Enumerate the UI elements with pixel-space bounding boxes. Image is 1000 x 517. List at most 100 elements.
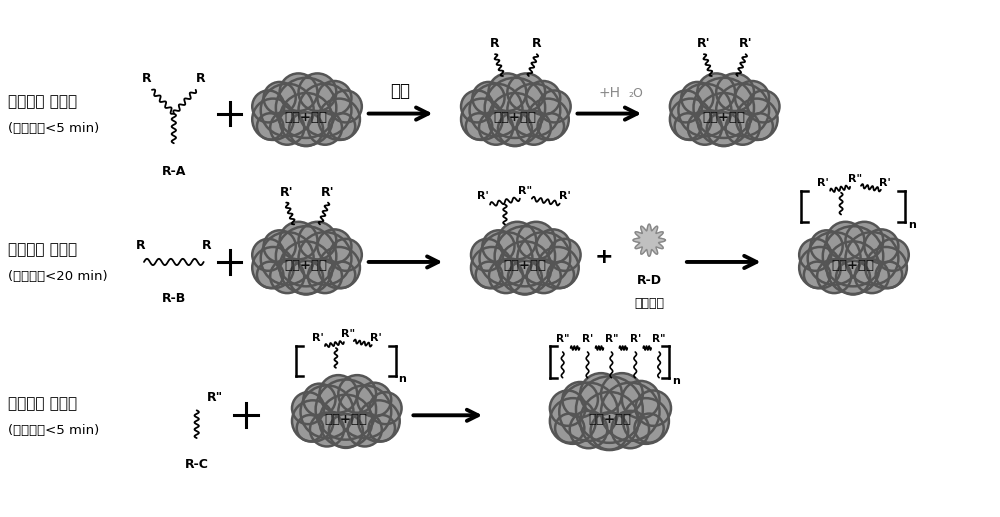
Circle shape: [261, 84, 314, 136]
Circle shape: [865, 247, 907, 288]
Circle shape: [357, 383, 391, 417]
Circle shape: [670, 90, 702, 123]
Circle shape: [318, 247, 360, 288]
Text: 土壤+笹渣: 土壤+笹渣: [285, 111, 328, 124]
Text: 土壤+笹渣: 土壤+笹渣: [588, 413, 631, 426]
Text: R-C: R-C: [185, 458, 209, 471]
Circle shape: [548, 262, 574, 288]
Text: R": R": [518, 186, 532, 195]
Circle shape: [319, 394, 372, 447]
Text: +H: +H: [598, 86, 620, 100]
Circle shape: [799, 239, 831, 271]
Circle shape: [358, 400, 400, 442]
Circle shape: [591, 412, 628, 450]
Text: 第一步： 钉引发: 第一步： 钉引发: [8, 94, 77, 109]
Text: R": R": [848, 174, 862, 184]
Circle shape: [555, 414, 584, 443]
Circle shape: [329, 262, 355, 288]
Circle shape: [507, 73, 545, 111]
Text: +: +: [595, 247, 614, 267]
Circle shape: [601, 373, 643, 415]
Circle shape: [280, 93, 333, 146]
Circle shape: [634, 414, 664, 443]
Circle shape: [479, 111, 513, 145]
Circle shape: [808, 232, 861, 285]
Text: 土壤+笹渣: 土壤+笹渣: [285, 260, 328, 272]
Text: R-B: R-B: [162, 292, 186, 305]
Circle shape: [330, 90, 362, 123]
Circle shape: [338, 375, 376, 413]
Circle shape: [270, 260, 304, 293]
Circle shape: [559, 383, 618, 441]
Circle shape: [276, 226, 336, 286]
Circle shape: [517, 222, 555, 260]
Circle shape: [461, 99, 503, 140]
Circle shape: [799, 247, 841, 288]
Circle shape: [622, 381, 660, 418]
Text: 催化聚合: 催化聚合: [634, 297, 664, 310]
Circle shape: [466, 113, 492, 140]
Circle shape: [264, 230, 296, 262]
Circle shape: [489, 260, 523, 293]
Circle shape: [348, 413, 382, 447]
Circle shape: [876, 262, 902, 288]
Circle shape: [280, 241, 333, 294]
Circle shape: [526, 81, 560, 115]
Circle shape: [252, 247, 294, 288]
Circle shape: [308, 111, 342, 145]
Text: R-A: R-A: [162, 165, 186, 178]
Text: n: n: [399, 374, 406, 384]
Circle shape: [289, 112, 323, 146]
Text: (反应时间<20 min): (反应时间<20 min): [8, 270, 107, 283]
Circle shape: [482, 230, 514, 262]
Circle shape: [707, 112, 741, 146]
Text: R": R": [652, 334, 666, 344]
Circle shape: [811, 230, 843, 262]
Text: ₂O: ₂O: [628, 87, 643, 100]
Circle shape: [537, 247, 579, 288]
Circle shape: [292, 400, 334, 442]
Text: 土壤+笹渣: 土壤+笹渣: [324, 413, 367, 426]
Circle shape: [472, 82, 505, 114]
Circle shape: [746, 113, 773, 140]
Text: R': R': [739, 37, 752, 50]
Text: R: R: [202, 239, 211, 252]
Circle shape: [280, 222, 317, 260]
Circle shape: [270, 111, 304, 145]
Text: R: R: [142, 72, 152, 85]
Polygon shape: [633, 224, 665, 256]
Text: 第二步： 钉传递: 第二步： 钉传递: [8, 242, 77, 257]
Circle shape: [635, 390, 671, 426]
Circle shape: [317, 230, 351, 263]
Circle shape: [562, 382, 598, 417]
Circle shape: [747, 90, 779, 123]
Circle shape: [301, 385, 353, 438]
Circle shape: [678, 84, 731, 136]
Circle shape: [694, 78, 754, 138]
Text: R: R: [532, 37, 542, 50]
Circle shape: [736, 99, 778, 140]
Circle shape: [550, 390, 585, 426]
Circle shape: [299, 84, 351, 136]
Circle shape: [827, 222, 864, 260]
Text: 第三步： 钉终止: 第三步： 钉终止: [8, 396, 77, 411]
Text: R': R': [370, 333, 382, 343]
Circle shape: [280, 73, 317, 111]
Circle shape: [877, 239, 909, 271]
Text: 土壤+笹渣: 土壤+笹渣: [503, 260, 546, 272]
Circle shape: [292, 392, 324, 424]
Circle shape: [823, 226, 883, 286]
Circle shape: [498, 112, 532, 146]
Circle shape: [461, 90, 493, 123]
Circle shape: [303, 384, 335, 416]
Circle shape: [338, 385, 391, 438]
Text: R": R": [605, 334, 618, 344]
Circle shape: [498, 241, 551, 294]
Circle shape: [330, 239, 362, 271]
Circle shape: [527, 260, 561, 293]
Circle shape: [726, 111, 760, 145]
Text: R": R": [207, 391, 223, 404]
Circle shape: [289, 261, 323, 295]
Circle shape: [697, 93, 750, 146]
Circle shape: [836, 261, 870, 295]
